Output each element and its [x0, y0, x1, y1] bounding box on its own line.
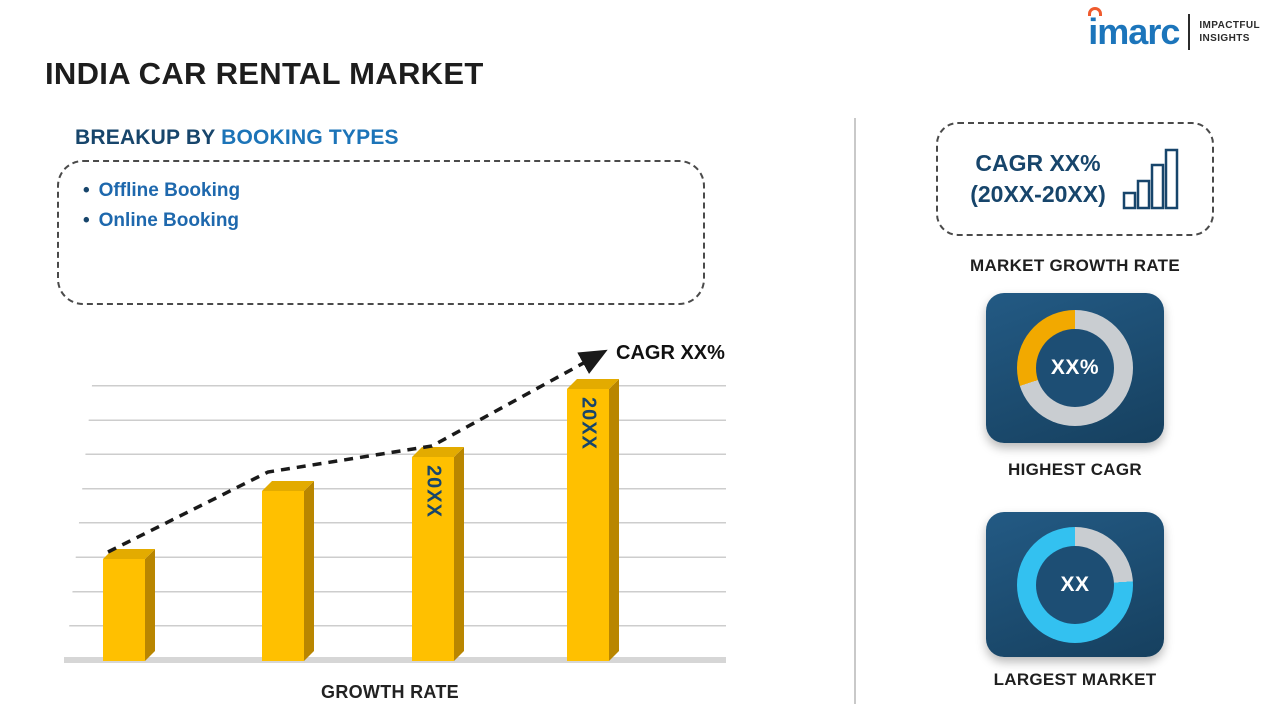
bar-label: 20XX [577, 397, 600, 450]
list-item-label: Online Booking [98, 210, 240, 232]
bar-label: 20XX [422, 465, 445, 518]
bar-column [262, 481, 314, 661]
list-item-label: Offline Booking [98, 180, 241, 201]
chart-floor [64, 657, 726, 663]
cagr-box-line2: (20XX-20XX) [970, 181, 1106, 207]
cagr-annotation: CAGR XX% [616, 342, 725, 364]
imarc-logo: imarc IMPACTFUL INSIGHTS [1088, 7, 1260, 52]
page-title: INDIA CAR RENTAL MARKET [45, 56, 484, 91]
logo-tagline: IMPACTFUL INSIGHTS [1199, 19, 1260, 45]
cagr-box-text: CAGR XX% (20XX-20XX) [970, 148, 1106, 210]
bar-column [103, 549, 155, 661]
largest-market-value: XX [1060, 572, 1090, 596]
chart-xlabel: GROWTH RATE [321, 682, 459, 702]
bar-side-face [304, 481, 314, 661]
section-divider [854, 118, 856, 704]
booking-types-box: • Offline Booking • Online Booking [57, 160, 705, 305]
highest-cagr-label: HIGHEST CAGR [1008, 460, 1142, 479]
chart-gridlines [66, 385, 726, 660]
cagr-box: CAGR XX% (20XX-20XX) [936, 122, 1214, 236]
highest-cagr-value: XX% [1050, 356, 1100, 379]
bar-column: 20XX [567, 379, 619, 661]
bar-column: 20XX [412, 447, 464, 661]
market-growth-rate-label: MARKET GROWTH RATE [969, 256, 1180, 275]
bullet-icon: • [83, 210, 90, 232]
list-item: • Offline Booking [83, 176, 679, 206]
highest-cagr-donut: XX% [1017, 310, 1133, 426]
logo-tagline-line1: IMPACTFUL [1199, 20, 1260, 31]
booking-types-list: • Offline Booking • Online Booking [83, 176, 679, 236]
bar-side-face [609, 379, 619, 661]
highest-cagr-tile: XX% [986, 293, 1164, 443]
largest-market-donut: XX [1017, 526, 1133, 643]
bullet-icon: • [83, 180, 90, 201]
logo-arc-icon [1088, 7, 1103, 16]
bar-side-face [145, 549, 155, 661]
bar-chart-icon [1122, 148, 1178, 210]
largest-market-tile: XX [986, 512, 1164, 657]
logo-brand-text: imarc [1088, 7, 1180, 52]
breakup-heading: BREAKUP BY BOOKING TYPES [75, 126, 399, 150]
bar-side-face [454, 447, 464, 661]
cagr-box-line1: CAGR XX% [975, 149, 1101, 176]
largest-market-label: LARGEST MARKET [993, 670, 1157, 689]
logo-divider [1188, 14, 1191, 50]
breakup-heading-prefix: BREAKUP BY [75, 126, 222, 149]
logo-tagline-line2: INSIGHTS [1199, 33, 1250, 44]
list-item: • Online Booking [83, 206, 679, 236]
growth-chart: 20XX 20XX CAGR XX% GROWTH RATE [60, 340, 726, 702]
logo-brand-label: imarc [1088, 11, 1180, 52]
breakup-heading-highlight: BOOKING TYPES [221, 126, 399, 149]
